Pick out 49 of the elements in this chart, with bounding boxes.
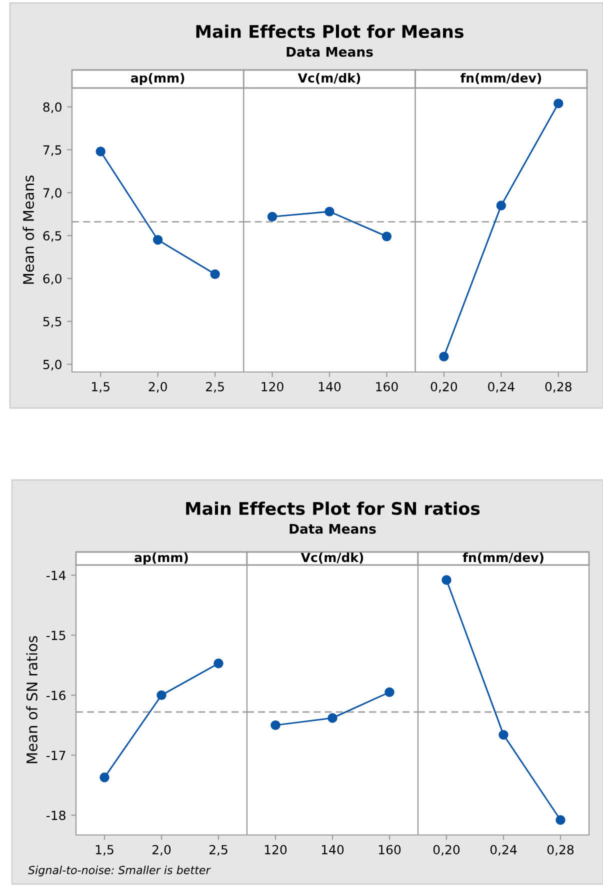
x-tick-label: 1,5 bbox=[92, 382, 110, 393]
point bbox=[96, 146, 106, 156]
y-tick-label: -15 bbox=[46, 630, 66, 640]
x-axis-title: fn(mm/dev) bbox=[460, 72, 542, 84]
x-tick-label: 120 bbox=[262, 382, 284, 392]
x-tick-label: 2,0 bbox=[148, 382, 167, 393]
point bbox=[214, 658, 224, 668]
x-axis-title: fn(mm/dev) bbox=[462, 552, 544, 564]
y-tick-label: 5,0 bbox=[43, 360, 62, 370]
x-tick-label: 140 bbox=[318, 382, 341, 392]
x-tick-label: 0,20 bbox=[433, 844, 460, 856]
x-tick-label: 140 bbox=[322, 844, 344, 854]
y-tick-label: 6,5 bbox=[43, 231, 62, 242]
y-tick-label: -18 bbox=[46, 810, 66, 820]
y-tick-label: -14 bbox=[46, 570, 66, 580]
x-tick-label: 0,28 bbox=[547, 844, 574, 856]
x-tick-label: 0,28 bbox=[545, 382, 572, 393]
x-tick-label: 0,24 bbox=[488, 382, 514, 393]
x-tick-label: 2,5 bbox=[209, 844, 228, 856]
y-tick-label: -16 bbox=[46, 690, 66, 700]
x-tick-label: 2,0 bbox=[152, 844, 171, 856]
y-tick-label: 8,0 bbox=[43, 102, 62, 114]
y-tick-label: 6,0 bbox=[43, 274, 62, 285]
x-tick-label: 0,20 bbox=[430, 382, 458, 393]
point bbox=[156, 690, 166, 700]
text: Signal-to-noise: Smaller is better bbox=[28, 866, 211, 876]
y-tick-label: -17 bbox=[46, 750, 66, 760]
chart-title: Main Effects Plot for Means bbox=[196, 24, 464, 38]
x-axis-title: Vc(m/dk) bbox=[300, 552, 364, 564]
y-tick-label: 7,5 bbox=[43, 145, 62, 156]
x-tick-label: 2,5 bbox=[206, 382, 224, 393]
y-tick-label: 7,0 bbox=[43, 188, 62, 199]
x-axis-title: ap(mm) bbox=[134, 552, 188, 565]
x-tick-label: 160 bbox=[378, 844, 401, 854]
chart-subtitle: Data Means bbox=[286, 47, 373, 57]
point bbox=[152, 235, 163, 245]
chart-title: Main Effects Plot for SN ratios bbox=[186, 502, 480, 516]
y-axis-title: Mean of Means bbox=[22, 176, 34, 284]
x-tick-label: 160 bbox=[376, 382, 398, 392]
y-tick-label: 5,5 bbox=[43, 317, 62, 328]
point bbox=[100, 772, 110, 782]
x-tick-label: 1,5 bbox=[96, 845, 114, 856]
x-axis-title: ap(mm) bbox=[130, 72, 184, 86]
x-tick-label: 0,24 bbox=[490, 844, 517, 856]
x-tick-label: 120 bbox=[264, 844, 287, 854]
y-axis-title: Mean of SN ratios bbox=[26, 636, 38, 764]
chart-subtitle: Data Means bbox=[290, 524, 376, 534]
x-axis-title: Vc(m/dk) bbox=[298, 72, 360, 84]
point bbox=[210, 269, 220, 280]
